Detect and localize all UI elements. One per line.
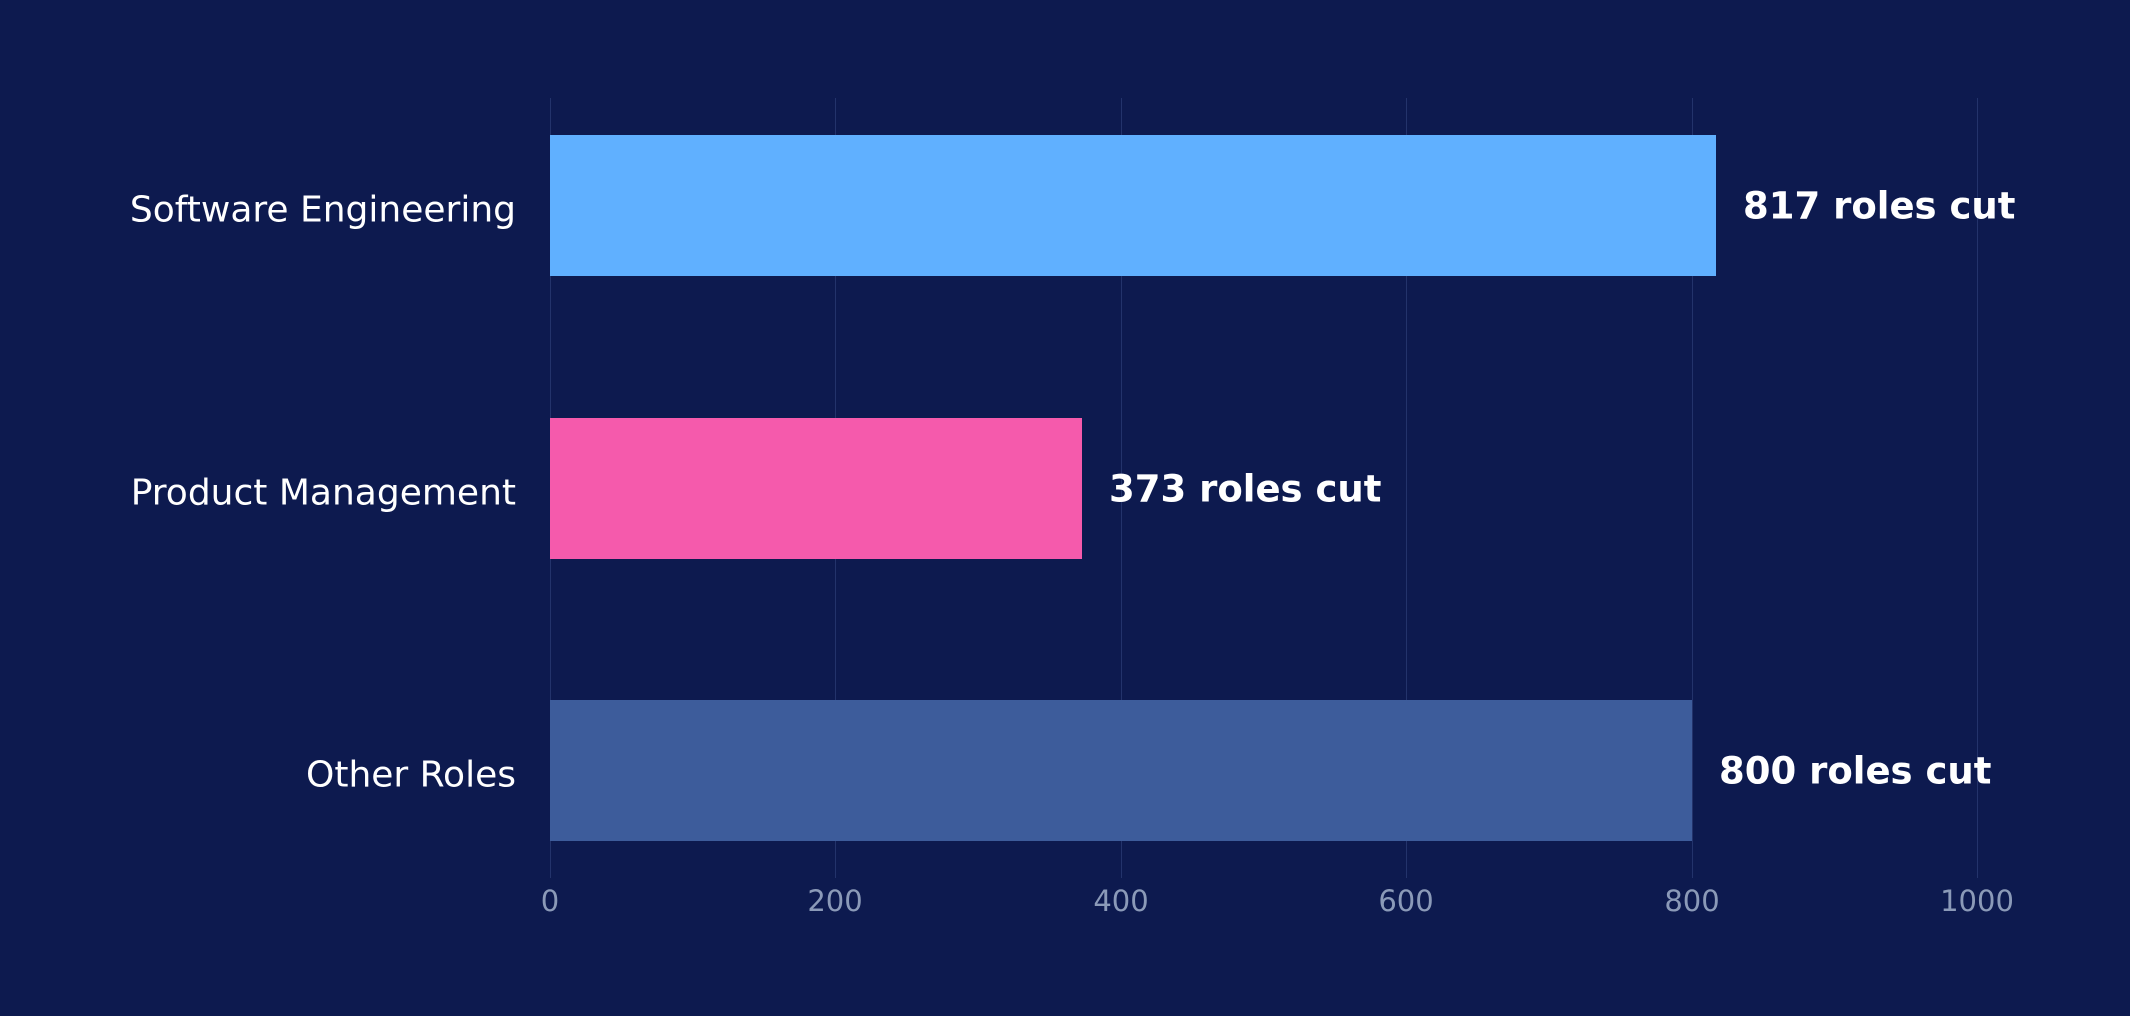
x-tick-label: 800 bbox=[1664, 884, 1720, 918]
category-label: Product Management bbox=[130, 472, 516, 513]
gridline bbox=[1121, 98, 1122, 878]
x-tick-label: 1000 bbox=[1940, 884, 2014, 918]
category-label: Other Roles bbox=[306, 754, 516, 795]
gridline bbox=[1977, 98, 1978, 878]
bar-software-engineering bbox=[550, 135, 1716, 276]
x-tick-label: 200 bbox=[807, 884, 863, 918]
x-tick-label: 600 bbox=[1378, 884, 1434, 918]
value-label: 800 roles cut bbox=[1719, 749, 1992, 792]
value-label: 373 roles cut bbox=[1109, 467, 1382, 510]
bar-product-management bbox=[550, 418, 1082, 559]
gridline bbox=[1692, 98, 1693, 878]
gridline bbox=[1406, 98, 1407, 878]
value-label: 817 roles cut bbox=[1743, 184, 2016, 227]
x-tick-label: 0 bbox=[540, 884, 560, 918]
category-label: Software Engineering bbox=[129, 189, 516, 230]
bar-other-roles bbox=[550, 700, 1692, 841]
x-tick-label: 400 bbox=[1093, 884, 1149, 918]
